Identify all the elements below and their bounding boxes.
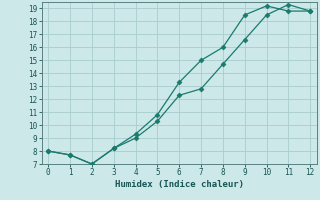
X-axis label: Humidex (Indice chaleur): Humidex (Indice chaleur) [115,180,244,189]
